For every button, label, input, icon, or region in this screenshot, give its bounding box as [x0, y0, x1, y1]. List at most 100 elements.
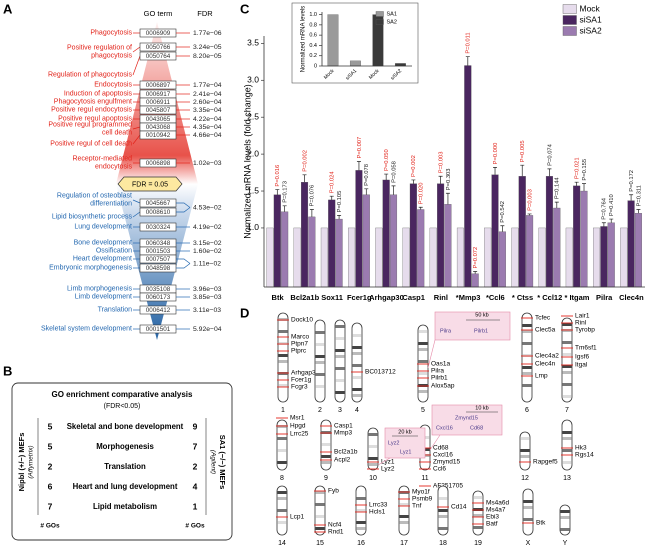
panel-letter: D: [240, 305, 249, 320]
chromosome-band: [335, 355, 345, 358]
zoom-box: [434, 311, 511, 341]
chromosome-band: [368, 463, 378, 466]
chromosome-band: [473, 514, 483, 517]
x-tick-label: *Mmp3: [456, 293, 481, 302]
chromosome-band: [278, 354, 288, 357]
gene-label: Rinl: [575, 320, 587, 327]
term-connector: [132, 126, 141, 130]
x-tick-label: * Ccl12: [537, 293, 562, 302]
go-id: 0006412: [146, 307, 171, 314]
chromosome-band: [277, 509, 287, 512]
bar: [471, 273, 479, 288]
chromosome-band: [418, 348, 428, 351]
gene-label: Itgal: [575, 362, 588, 369]
x-tick-label: Fcer1g: [347, 293, 372, 302]
go-term: Positive regul of cell death: [50, 140, 132, 148]
go-id: 0050764: [146, 53, 171, 60]
right-count: 1: [193, 501, 198, 511]
chromosome-band: [278, 384, 288, 387]
p-value-label: P=0.021: [574, 157, 580, 179]
chromosome-band: [438, 527, 448, 530]
gene-label: Mmp3: [334, 430, 352, 437]
error-bar: [418, 206, 423, 210]
chromosome-band: [277, 461, 287, 464]
go-id: 0048598: [146, 265, 171, 272]
chromosome-band: [335, 367, 345, 370]
legend-label: Mock: [580, 3, 601, 13]
left-count: 2: [48, 461, 53, 471]
chromosome-band: [321, 461, 331, 464]
chromosome-band: [562, 371, 572, 374]
fdr-value: 3.24e−05: [193, 44, 222, 51]
chromosome-band: [335, 379, 345, 382]
y-tick-label: 1.5: [247, 185, 259, 195]
go-id: 0030324: [146, 224, 171, 231]
zoom-box: [431, 404, 503, 436]
chromosome-band: [562, 395, 572, 398]
go-term: Ossification: [95, 247, 132, 255]
go-term: Translation: [97, 306, 132, 314]
chromosome-band: [315, 373, 325, 376]
bar: [627, 200, 635, 288]
chromosome-band: [562, 323, 572, 326]
chromosome-band: [522, 324, 532, 327]
go-term: Regulation of osteoblast differentiation: [56, 192, 132, 208]
go-id: 0043068: [146, 124, 171, 131]
zoom-connector: [429, 434, 441, 451]
legend-label: siSA2: [580, 25, 602, 35]
scale-label: 10 kb: [475, 405, 488, 411]
chromosome-band: [562, 461, 572, 464]
gene-label: Ptprc: [291, 348, 307, 355]
bar: [417, 209, 425, 288]
go-term: Lipid biosynthetic process: [51, 213, 132, 221]
p-value-label: P=0.007: [357, 137, 363, 159]
go-id: 0001501: [146, 326, 171, 333]
bar: [511, 227, 519, 288]
p-value-label: P=0.002: [411, 155, 417, 177]
zoom-gene: Lyz2: [388, 440, 399, 446]
left-count: 6: [48, 481, 53, 491]
fdr-bracket: [176, 207, 191, 213]
gene-label: Psmb9: [412, 496, 433, 503]
gene-label: Dock10: [291, 317, 313, 324]
chromosome-band: [562, 383, 572, 386]
error-bar: [500, 225, 505, 232]
fdr-value: 3.11e−03: [193, 307, 221, 314]
chromosome-number: 19: [474, 540, 482, 547]
chromosome-band: [522, 372, 532, 375]
bar: [634, 213, 642, 288]
bar: [389, 194, 398, 288]
chromosome-band: [278, 342, 288, 345]
chromosome-band: [352, 394, 362, 397]
chromosome: [276, 419, 288, 471]
bar: [456, 227, 464, 288]
p-value-label: P=0.024: [330, 171, 336, 194]
table-frame: [11, 382, 233, 541]
chromosome-band: [473, 508, 483, 511]
go-id: 0060173: [146, 294, 171, 301]
go-term: Heart development: [72, 255, 132, 263]
legend-swatch: [375, 19, 384, 25]
threshold-label: FDR = 0.05: [132, 181, 168, 188]
gene-label: Ptpn7: [291, 341, 308, 348]
threshold-box: [117, 176, 183, 192]
p-value-label: P=0.542: [500, 201, 506, 223]
term-connector: [132, 199, 141, 204]
gene-label: Btk: [536, 520, 546, 527]
fdr-value: 4.19e−02: [193, 224, 222, 231]
chromosome-band: [335, 349, 345, 352]
bar: [409, 183, 417, 288]
fdr-value: 1.77e−06: [193, 30, 222, 37]
zoom-gene: Cd68: [470, 425, 483, 431]
fdr-value: 3.85e−03: [193, 294, 222, 301]
gene-label: Lcp1: [290, 514, 304, 521]
x-tick-label: Bcl2a1b: [290, 293, 319, 302]
error-bar: [547, 168, 552, 177]
bar: [600, 226, 608, 288]
chromosome-band: [399, 491, 409, 494]
column-header: GO term: [144, 9, 173, 18]
go-id: 0043065: [146, 116, 171, 123]
x-tick-label: Sox11: [321, 293, 343, 302]
x-tick-label: siSA1: [345, 68, 359, 82]
zoom-connector: [377, 457, 391, 466]
